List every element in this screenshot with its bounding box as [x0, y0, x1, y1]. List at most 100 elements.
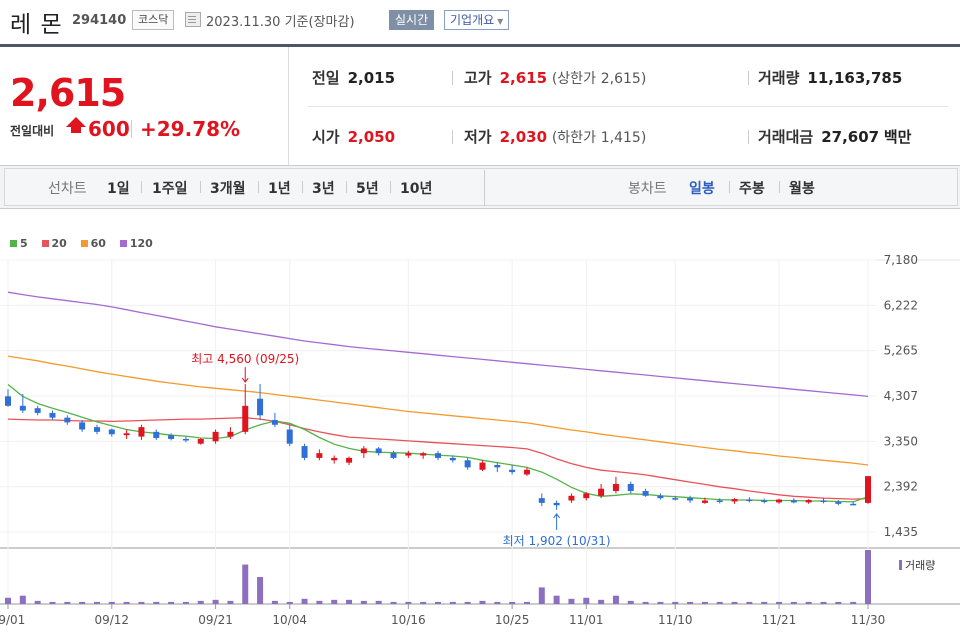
candle-body: [153, 431, 160, 439]
candle-body: [123, 433, 130, 436]
volume-legend-swatch: [899, 560, 902, 570]
x-tick-label: 11/10: [658, 613, 693, 627]
trade-value-label: 거래대금: [758, 128, 814, 146]
candle-body: [271, 420, 278, 425]
quote-date: 2023.11.30 기준(장마감): [206, 11, 355, 30]
candle-body: [820, 500, 827, 503]
line-period-1y[interactable]: 1년: [268, 181, 291, 197]
lower-limit-label: (하한가: [551, 130, 596, 146]
line-period-3m[interactable]: 3개월: [210, 181, 246, 197]
volume-bar: [34, 600, 41, 604]
x-tick-label: 09/12: [94, 613, 129, 627]
high-label: 고가: [464, 69, 492, 87]
legend-item-ma60: 60: [80, 237, 106, 250]
candle-body: [420, 453, 427, 456]
day-low: 저가 2,030 (하한가 1,415): [464, 126, 646, 147]
candle-body: [805, 500, 812, 503]
legend-item-ma5: 5: [10, 237, 28, 250]
divider: [452, 71, 453, 85]
high-arrow-head: [241, 377, 249, 383]
header-divider: [0, 44, 960, 47]
divider: [141, 181, 142, 193]
volume-bar: [271, 600, 278, 604]
x-tick-label: 09/01: [0, 613, 25, 627]
open-value: 2,050: [347, 128, 396, 146]
volume-bar: [197, 600, 204, 604]
volume-bar: [598, 599, 605, 604]
candle-body: [523, 469, 530, 475]
candle-period-monthly[interactable]: 월봉: [789, 181, 815, 197]
high-value: 2,615: [499, 69, 548, 87]
candle-body: [850, 503, 857, 506]
candle-body: [19, 405, 26, 411]
volume-bar: [182, 601, 189, 604]
legend-item-ma20: 20: [41, 237, 67, 250]
candle-body: [627, 483, 634, 492]
divider: [302, 181, 303, 193]
candle-body: [790, 500, 797, 503]
candle-body: [731, 499, 738, 502]
candle-body: [568, 495, 575, 501]
current-price-box: 2,615 전일대비 600 +29.78%: [0, 47, 289, 165]
up-arrow-icon: [66, 117, 86, 133]
market-badge: 코스닥: [132, 10, 175, 30]
legend-swatch: [119, 240, 127, 247]
candle-body: [227, 431, 234, 437]
candle-period-weekly[interactable]: 주봉: [739, 181, 765, 197]
volume-bar: [257, 577, 264, 604]
ma60-line: [7, 355, 869, 466]
volume-bar: [701, 601, 708, 604]
volume-bar: [5, 597, 11, 604]
volume-bar: [790, 601, 797, 604]
candle-body: [286, 429, 293, 444]
legend-text: 120: [129, 237, 153, 250]
volume-bar: [657, 601, 664, 604]
line-period-1d[interactable]: 1일: [107, 181, 130, 197]
lower-limit-value: 1,415): [600, 130, 647, 146]
volume-bar: [583, 597, 590, 604]
realtime-button[interactable]: 실시간: [389, 10, 435, 30]
trade-value: 거래대금 27,607 백만: [758, 126, 911, 147]
candle-body: [435, 453, 441, 458]
divider: [452, 130, 453, 144]
divider: [258, 181, 259, 193]
candle-body: [687, 498, 694, 501]
price-chart[interactable]: 7,180 6,222 5,265 4,307 3,350 2,392 1,435 09/01…: [0, 230, 960, 642]
day-high: 고가 2,615 (상한가 2,615): [464, 67, 646, 88]
volume-bar: [360, 600, 367, 604]
volume-bar: [435, 601, 441, 604]
legend-text: 60: [90, 237, 106, 250]
candle-body: [405, 453, 412, 456]
company-info-dropdown[interactable]: 기업개요 ▼: [444, 10, 510, 30]
volume-value: 11,163,785: [807, 69, 903, 87]
volume-bar: [316, 600, 323, 604]
volume-bar: [242, 564, 249, 604]
compare-label: 전일대비: [10, 124, 55, 138]
line-period-10y[interactable]: 10년: [400, 181, 433, 197]
quote-date-value: 2023.11.30: [206, 15, 281, 30]
period-bar-divider: [484, 170, 485, 206]
volume-bar: [835, 601, 842, 604]
open-price: 시가 2,050: [312, 126, 395, 147]
divider: [200, 181, 201, 193]
low-annotation: 최저 1,902 (10/31): [503, 534, 611, 548]
low-label: 저가: [464, 128, 492, 146]
line-period-5y[interactable]: 5년: [356, 181, 379, 197]
x-tick-label: 10/16: [391, 613, 426, 627]
candle-period-daily[interactable]: 일봉: [689, 181, 715, 197]
candle-body: [835, 501, 842, 504]
candle-body: [479, 462, 486, 470]
volume-bar: [509, 601, 516, 604]
line-period-3y[interactable]: 3년: [312, 181, 335, 197]
prev-close: 전일 2,015: [312, 67, 395, 88]
trade-value-unit: 백만: [883, 128, 912, 146]
candle-body: [360, 448, 367, 454]
price-change-pct: +29.78%: [140, 117, 241, 141]
line-period-1w[interactable]: 1주일: [152, 181, 188, 197]
volume-bar: [553, 595, 560, 604]
candle-body: [316, 453, 323, 458]
calendar-icon: [185, 12, 201, 27]
volume-bar: [301, 598, 308, 604]
volume-bar: [138, 601, 145, 604]
divider: [390, 181, 391, 193]
